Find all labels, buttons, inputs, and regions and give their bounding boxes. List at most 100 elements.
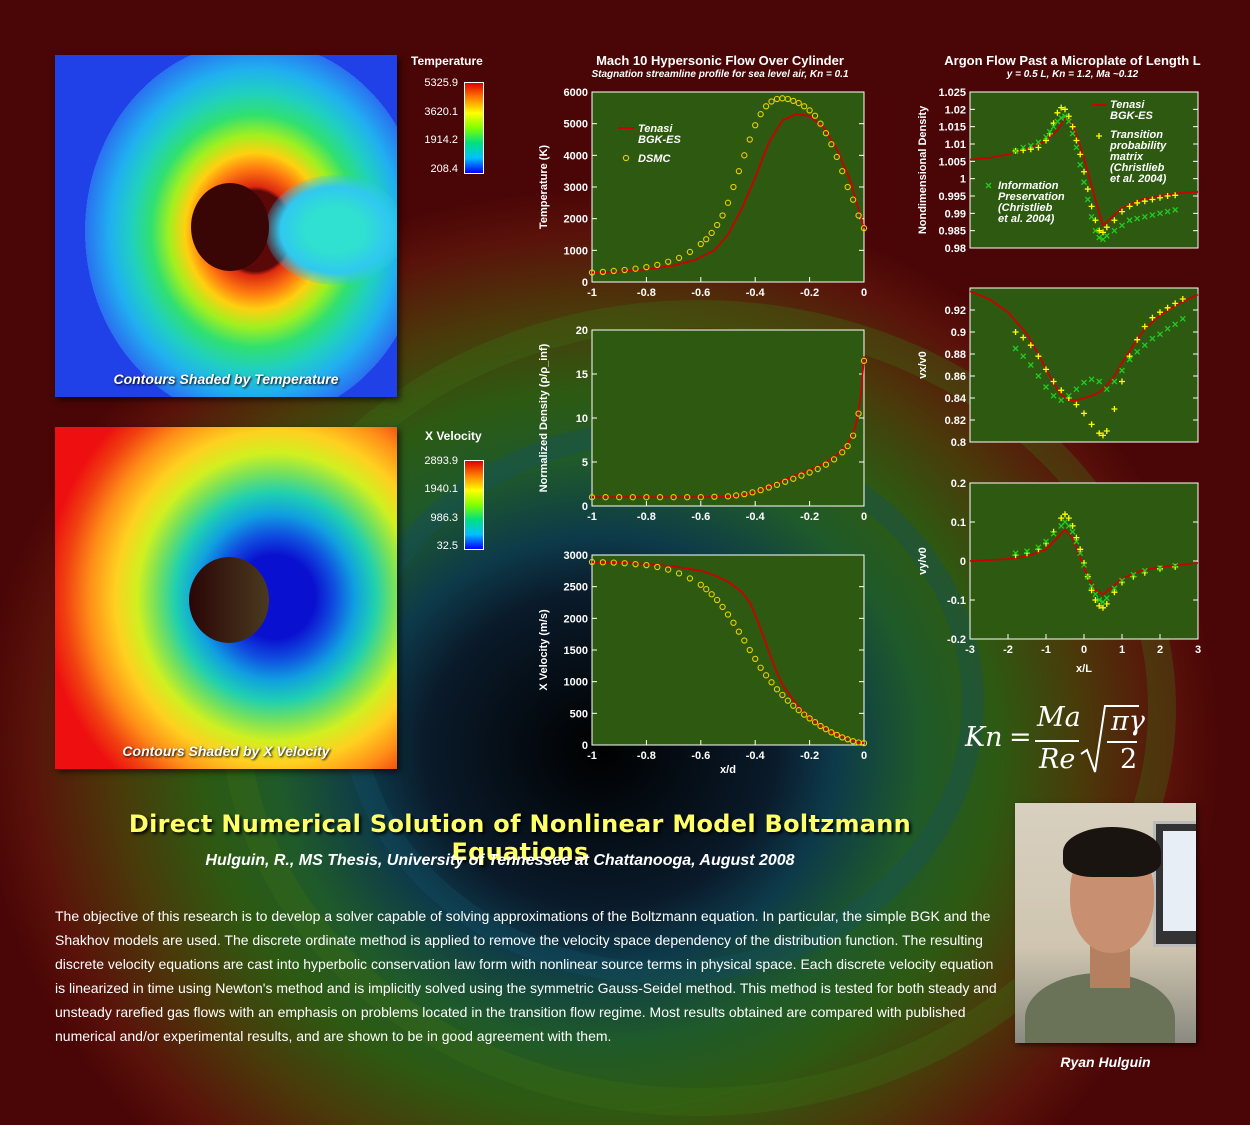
data-point — [1058, 387, 1065, 394]
data-point — [1100, 432, 1106, 439]
legend-label: (Christlieb — [998, 202, 1053, 214]
data-point — [1157, 331, 1163, 338]
data-point — [1084, 196, 1091, 203]
data-point — [811, 112, 819, 119]
data-point — [629, 494, 636, 501]
data-point — [1179, 315, 1186, 322]
temperature-legend-label: 208.4 — [430, 163, 458, 175]
data-point — [839, 449, 846, 456]
temperature-legend-label: 1914.2 — [424, 134, 458, 146]
formula-equals: = — [1009, 722, 1032, 753]
data-point — [654, 563, 661, 571]
y-tick-label: 0.92 — [945, 305, 966, 317]
data-point — [795, 707, 802, 714]
data-point — [806, 469, 813, 476]
data-point — [632, 561, 639, 568]
data-point — [665, 258, 672, 265]
data-point — [849, 196, 857, 203]
data-point — [610, 267, 617, 275]
y-tick-label: 1500 — [564, 645, 588, 657]
wake-band — [265, 175, 397, 285]
data-point — [1141, 323, 1148, 330]
y-axis-label: Normalized Density (ρ/ρ_inf) — [538, 343, 550, 492]
data-point — [1141, 567, 1148, 574]
data-point — [1069, 123, 1076, 130]
y-axis-label: X Velocity (m/s) — [538, 609, 550, 691]
argon-chart-title: Argon Flow Past a Microplate of Length L — [944, 53, 1201, 68]
data-point — [1077, 546, 1084, 553]
data-point — [1149, 335, 1156, 342]
data-point — [656, 494, 664, 501]
y-tick-label: 10 — [576, 413, 588, 425]
data-point — [1126, 203, 1133, 210]
data-point — [1069, 528, 1076, 535]
data-point — [703, 236, 710, 243]
plot-area — [969, 287, 1199, 443]
x-velocity-legend-label: 2893.9 — [424, 455, 458, 467]
data-point — [822, 461, 830, 468]
data-point — [1088, 587, 1095, 594]
data-point — [632, 265, 639, 272]
data-point — [1024, 548, 1030, 555]
x-tick-label: -0.8 — [637, 287, 656, 299]
data-point — [814, 465, 821, 473]
citation: Hulguin, R., MS Thesis, University of Te… — [205, 852, 795, 869]
data-point — [1126, 353, 1133, 360]
series-line — [969, 528, 1199, 596]
data-point — [1020, 144, 1027, 151]
legend-swatch — [622, 154, 630, 162]
series-line — [969, 290, 1199, 402]
data-point — [860, 357, 868, 364]
data-point — [1065, 118, 1072, 125]
data-point — [1081, 168, 1087, 175]
sqrt-sign — [1080, 705, 1139, 773]
data-point — [1035, 139, 1042, 146]
data-point — [730, 183, 737, 191]
data-point — [822, 726, 830, 733]
data-point — [599, 268, 607, 276]
data-point — [1077, 550, 1084, 557]
data-point — [1035, 353, 1042, 360]
data-point — [828, 141, 835, 148]
legend-label: DSMC — [638, 153, 671, 165]
data-point — [1058, 397, 1065, 404]
data-point — [1157, 210, 1163, 217]
x-velocity-legend-label: 986.3 — [430, 512, 458, 524]
x-tick-label: -3 — [965, 644, 975, 656]
mach-chart-title: Mach 10 Hypersonic Flow Over Cylinder — [596, 53, 844, 68]
x-axis-label: x/d — [720, 764, 736, 776]
data-point — [670, 494, 677, 501]
x-tick-label: -1 — [587, 511, 597, 523]
data-point — [1092, 217, 1099, 224]
data-point — [724, 493, 732, 500]
x-tick-label: 0 — [861, 750, 867, 762]
data-point — [817, 120, 824, 127]
data-point — [790, 702, 797, 709]
temperature-colorbar — [464, 82, 484, 174]
data-point — [1119, 367, 1125, 374]
cylinder — [191, 183, 269, 271]
temperature-legend-title: Temperature — [411, 54, 483, 68]
data-point — [1027, 142, 1034, 149]
data-point — [1065, 392, 1072, 399]
monitor-screen — [1163, 831, 1196, 931]
x-tick-label: 2 — [1157, 644, 1163, 656]
data-point — [817, 722, 824, 730]
data-point — [1092, 597, 1099, 603]
data-point — [697, 494, 704, 501]
data-point — [1073, 386, 1080, 393]
data-point — [686, 575, 694, 582]
data-point — [1164, 304, 1171, 311]
data-point — [765, 484, 772, 491]
data-point — [1012, 147, 1019, 154]
data-point — [779, 691, 786, 699]
x-velocity-legend-label: 32.5 — [436, 540, 458, 552]
y-tick-label: 0.86 — [945, 371, 966, 383]
data-point — [762, 672, 770, 679]
data-point — [1092, 591, 1099, 598]
knudsen-formula: Kn = Ma Re πγ 2 — [965, 700, 1155, 780]
y-tick-label: 500 — [570, 708, 588, 720]
data-point — [1172, 206, 1179, 213]
data-point — [1103, 595, 1110, 602]
data-point — [855, 410, 862, 417]
